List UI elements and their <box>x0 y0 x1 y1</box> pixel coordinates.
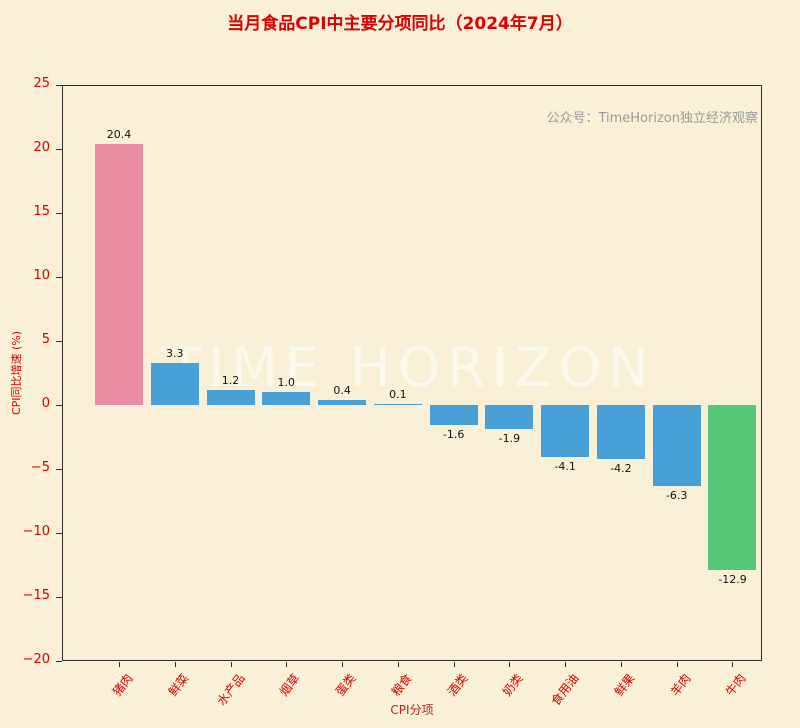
bar-蛋类 <box>318 399 367 405</box>
y-tick-label: 15 <box>33 204 50 219</box>
bar-value-label: -6.3 <box>665 488 688 502</box>
x-tick-mark <box>620 662 622 667</box>
x-axis-label: CPI分项 <box>390 703 434 717</box>
background-watermark: TIME HORIZON <box>168 336 656 399</box>
chart-title: 当月食品CPI中主要分项同比（2024年7月） <box>227 14 573 34</box>
x-tick-label-羊肉: 羊肉 <box>667 671 694 699</box>
x-tick-label-蛋类: 蛋类 <box>332 671 359 699</box>
x-tick-mark <box>732 662 734 667</box>
y-tick-mark <box>56 532 62 534</box>
bar-鲜果 <box>596 405 645 459</box>
bar-酒类 <box>429 405 478 426</box>
watermark-note: 公众号：TimeHorizon独立经济观察 <box>546 111 758 126</box>
y-tick-mark <box>56 660 62 662</box>
x-tick-mark <box>230 662 232 667</box>
bar-羊肉 <box>652 405 701 486</box>
bar-value-label: 20.4 <box>106 127 132 141</box>
bar-水产品 <box>206 389 255 405</box>
y-tick-mark <box>56 212 62 214</box>
bar-value-label: -1.6 <box>442 428 465 442</box>
bar-食用油 <box>541 405 590 458</box>
y-tick-label: −5 <box>30 460 50 475</box>
bar-牛肉 <box>708 405 757 571</box>
x-tick-label-粮食: 粮食 <box>388 671 415 699</box>
bar-value-label: -1.9 <box>498 432 521 446</box>
y-tick-label: −20 <box>22 652 50 667</box>
bar-奶类 <box>485 405 534 430</box>
y-tick-mark <box>56 596 62 598</box>
x-tick-label-食用油: 食用油 <box>548 671 582 709</box>
bar-value-label: 3.3 <box>166 346 184 360</box>
y-tick-mark <box>56 276 62 278</box>
y-tick-label: 5 <box>41 332 50 347</box>
bar-value-label: 1.0 <box>277 376 296 390</box>
x-tick-mark <box>397 662 399 667</box>
x-tick-mark <box>286 662 288 667</box>
y-tick-mark <box>56 404 62 406</box>
x-tick-label-鲜果: 鲜果 <box>611 671 638 699</box>
bar-猪肉 <box>95 143 143 405</box>
bar-value-label: 1.2 <box>221 373 240 387</box>
x-tick-mark <box>174 662 176 667</box>
bar-value-label: -12.9 <box>718 573 747 587</box>
x-tick-mark <box>342 662 344 667</box>
y-tick-label: 20 <box>33 140 50 155</box>
y-tick-label: −15 <box>22 588 50 603</box>
bar-烟草 <box>262 392 311 405</box>
x-tick-label-猪肉: 猪肉 <box>109 671 136 699</box>
x-tick-mark <box>676 662 678 667</box>
y-tick-label: 25 <box>33 76 50 91</box>
x-tick-label-酒类: 酒类 <box>444 671 471 699</box>
x-tick-label-奶类: 奶类 <box>500 671 526 699</box>
y-tick-label: 10 <box>33 268 50 283</box>
y-tick-mark <box>56 84 62 86</box>
x-tick-mark <box>119 662 120 667</box>
y-tick-mark <box>56 148 62 150</box>
x-tick-label-牛肉: 牛肉 <box>723 671 750 699</box>
x-tick-label-水产品: 水产品 <box>213 671 248 709</box>
bar-value-label: -4.2 <box>610 461 632 475</box>
bar-value-label: -4.1 <box>554 460 576 474</box>
bar-value-label: 0.4 <box>333 383 351 397</box>
bar-粮食 <box>373 403 422 405</box>
x-tick-label-烟草: 烟草 <box>277 671 303 699</box>
y-tick-label: 0 <box>41 396 50 411</box>
x-tick-mark <box>453 662 455 667</box>
x-tick-label-鲜菜: 鲜菜 <box>165 671 192 699</box>
plot-area <box>62 85 762 661</box>
y-tick-label: −10 <box>22 524 50 539</box>
x-tick-mark <box>509 662 511 667</box>
bar-鲜菜 <box>150 362 199 405</box>
y-tick-mark <box>56 340 62 342</box>
y-tick-mark <box>56 468 62 470</box>
x-tick-mark <box>565 662 567 667</box>
bar-value-label: 0.1 <box>389 387 407 401</box>
